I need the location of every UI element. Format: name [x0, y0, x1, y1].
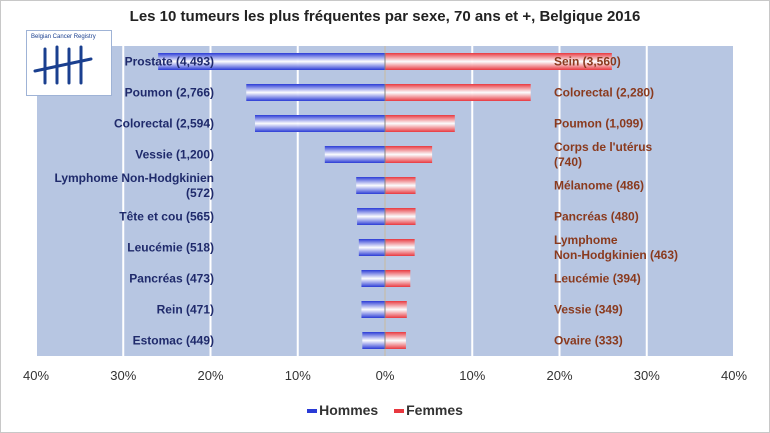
bar-hommes [356, 177, 385, 194]
x-tick-label: 20% [197, 368, 223, 383]
bar-femmes [385, 53, 612, 70]
legend-label-femmes: Femmes [406, 402, 463, 418]
label-femmes: Sein (3,560) [554, 55, 621, 69]
label-hommes: Lymphome Non-Hodgkinien (572) [54, 171, 214, 200]
x-tick-label: 0% [376, 368, 395, 383]
bar-hommes [254, 115, 385, 132]
chart-legend: Hommes Femmes [0, 402, 770, 418]
bar-hommes [158, 53, 385, 70]
label-hommes: Tête et cou (565) [119, 210, 214, 224]
bar-hommes [324, 146, 385, 163]
bar-hommes [358, 239, 385, 256]
bar-femmes [385, 84, 531, 101]
label-femmes: Leucémie (394) [554, 272, 641, 286]
legend-label-hommes: Hommes [319, 402, 379, 418]
label-hommes: Rein (471) [157, 303, 214, 317]
bar-femmes [385, 208, 416, 225]
belgian-cancer-registry-logo: Belgian Cancer Registry [26, 30, 112, 96]
legend-item-femmes: Femmes [394, 402, 463, 418]
bar-femmes [385, 301, 407, 318]
legend-item-hommes: Hommes [307, 402, 378, 418]
bar-femmes [385, 146, 433, 163]
label-femmes: Mélanome (486) [554, 179, 644, 193]
bar-hommes [246, 84, 385, 101]
bar-hommes [357, 208, 385, 225]
legend-swatch-hommes [307, 409, 318, 414]
label-femmes: Colorectal (2,280) [554, 86, 654, 100]
label-hommes: Estomac (449) [133, 334, 214, 348]
label-hommes: Leucémie (518) [127, 241, 214, 255]
logo-text: Belgian Cancer Registry [31, 34, 96, 40]
label-hommes: Pancréas (473) [129, 272, 214, 286]
bar-femmes [385, 239, 415, 256]
label-femmes: Vessie (349) [554, 303, 623, 317]
x-tick-label: 40% [23, 368, 49, 383]
x-tick-label: 30% [110, 368, 136, 383]
label-femmes: Ovaire (333) [554, 334, 623, 348]
label-femmes: Pancréas (480) [554, 210, 639, 224]
x-tick-label: 30% [634, 368, 660, 383]
legend-swatch-femmes [394, 409, 405, 414]
bar-femmes [385, 332, 406, 349]
x-tick-label: 10% [459, 368, 485, 383]
label-femmes: Corps de l'utérus (740) [554, 140, 653, 169]
tally-marks-logo-icon [33, 45, 93, 85]
label-femmes: Poumon (1,099) [554, 117, 643, 131]
label-hommes: Vessie (1,200) [135, 148, 214, 162]
x-tick-label: 10% [285, 368, 311, 383]
bar-femmes [385, 115, 455, 132]
label-hommes: Poumon (2,766) [125, 86, 214, 100]
bar-hommes [361, 301, 385, 318]
bar-femmes [385, 270, 411, 287]
label-hommes: Prostate (4,493) [125, 55, 214, 69]
x-tick-label: 40% [721, 368, 747, 383]
chart-title: Les 10 tumeurs les plus fréquentes par s… [129, 8, 641, 25]
x-tick-label: 20% [546, 368, 572, 383]
label-hommes: Colorectal (2,594) [114, 117, 214, 131]
bar-hommes [361, 270, 385, 287]
bar-hommes [362, 332, 385, 349]
bar-femmes [385, 177, 416, 194]
label-femmes: Lymphome Non-Hodgkinien (463) [554, 233, 678, 262]
